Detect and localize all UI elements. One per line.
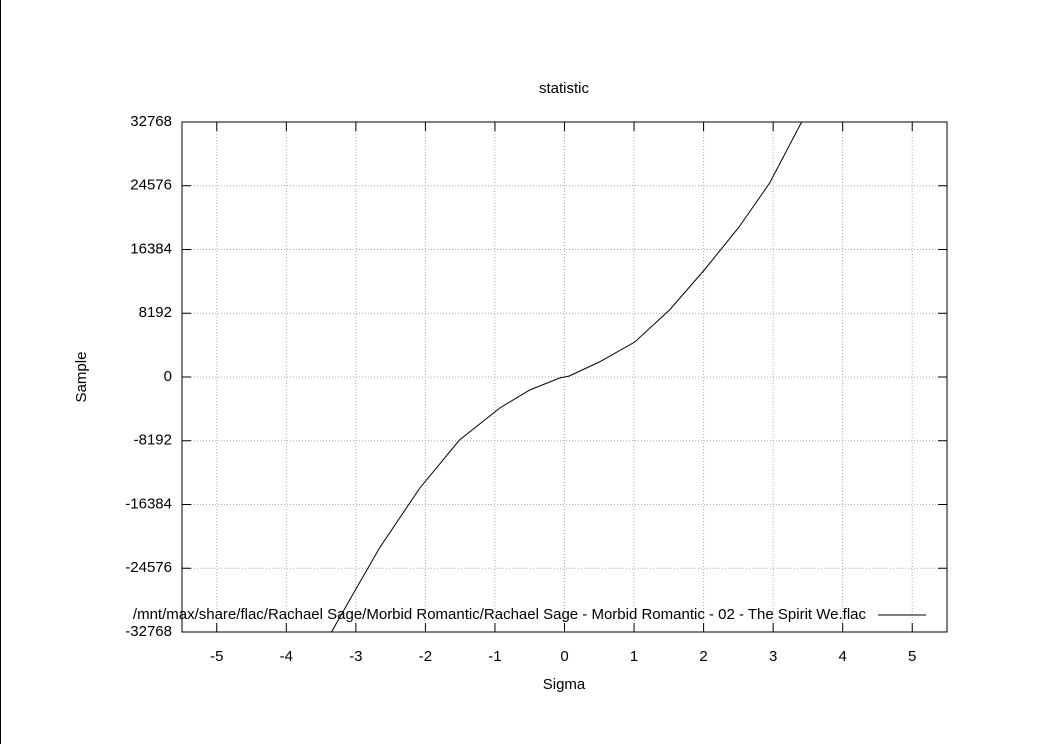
plot-border [181,121,948,633]
y-tick-label: 16384 [130,240,172,257]
x-tick-label: 5 [908,648,916,665]
x-tick-label: -1 [488,648,501,665]
y-tick-label: -16384 [125,495,172,512]
x-tick-label: 1 [630,648,638,665]
chart-title: statistic [539,80,590,97]
x-tick-label: -3 [349,648,362,665]
x-tick-label: 3 [769,648,777,665]
y-tick-label: 24576 [130,177,172,194]
x-tick-label: 4 [839,648,847,665]
data-line [331,121,803,633]
y-tick-label: 8192 [139,304,172,321]
y-tick-label: -24576 [125,559,172,576]
x-tick-label: -2 [419,648,432,665]
y-tick-label: 0 [164,368,172,385]
x-tick-label: -4 [280,648,293,665]
x-tick-label: 0 [560,648,568,665]
x-tick-label: -5 [210,648,223,665]
x-axis-label: Sigma [543,676,586,693]
y-tick-label: -32768 [125,623,172,640]
y-tick-label: 32768 [130,113,172,130]
y-tick-label: -8192 [134,432,172,449]
y-axis-label: Sample [73,352,90,403]
x-tick-label: 2 [699,648,707,665]
legend-label: /mnt/max/share/flac/Rachael Sage/Morbid … [133,606,867,623]
